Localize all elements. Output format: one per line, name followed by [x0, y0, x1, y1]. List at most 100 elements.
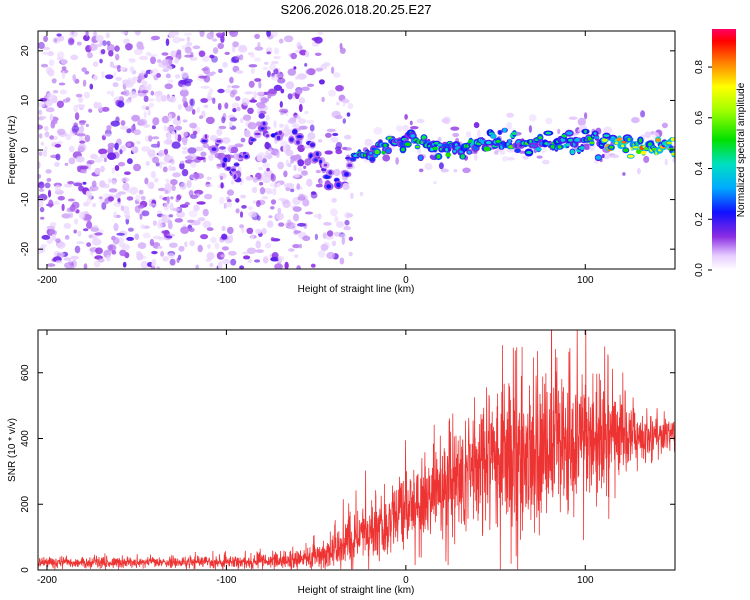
spectrogram-cell: [97, 258, 105, 263]
spectrogram-cell: [79, 140, 86, 144]
spectrogram-cell: [326, 230, 334, 237]
spectrogram-cell: [206, 32, 214, 40]
spectrogram-cell: [225, 201, 233, 208]
colorbar: 0.0 0.2 0.4 0.6 0.8 Normalized spectral ampl…: [694, 29, 747, 277]
spectrogram-cell: [197, 244, 203, 253]
spectrogram-cell: [63, 222, 72, 229]
spectrogram-cell: [258, 81, 262, 89]
spectrogram-cell: [231, 102, 240, 109]
spectrogram-cell: [174, 218, 183, 223]
snr-y-ticks: 0 200 400 600: [20, 364, 675, 573]
spectrogram-cell: [93, 224, 98, 228]
spectrogram-ridge-cell: [369, 157, 376, 162]
spectrogram-ridge-cell: [584, 129, 587, 134]
spectrogram-cell: [161, 115, 170, 124]
spectrogram-cell: [104, 197, 109, 205]
spectrogram-cell: [416, 118, 425, 124]
spectrogram-cell: [83, 263, 88, 269]
spectrogram-cell: [433, 181, 437, 185]
spectrogram-cell: [46, 225, 56, 230]
spectrogram-cell: [246, 247, 257, 255]
spectrogram-ridge-cell: [511, 131, 517, 136]
spectrogram-cell: [180, 182, 187, 190]
spectrogram-cell: [502, 156, 509, 162]
spectrogram-cell: [120, 120, 126, 126]
spectrogram-cell: [266, 220, 274, 228]
spectrogram-cell: [63, 257, 72, 261]
spectrogram-cell: [38, 188, 45, 192]
spectrogram-cell: [240, 194, 247, 199]
spectrogram-cell: [45, 107, 55, 113]
spectrogram-cell: [264, 155, 273, 159]
spectrogram-cell: [142, 232, 151, 239]
spectrogram-cell: [44, 126, 49, 131]
spectrogram-cell: [297, 222, 306, 227]
spectrogram-cell: [542, 159, 550, 165]
spectrogram-cell: [147, 149, 156, 157]
spectrogram-cell: [202, 208, 209, 217]
spectrogram-cell: [55, 260, 63, 264]
spectrogram-ridge-cell: [602, 138, 608, 143]
spectrogram-cell: [145, 161, 150, 166]
spectrogram-ridge-cell: [383, 143, 388, 148]
spectrogram-cell: [318, 213, 322, 221]
spectrogram-cell: [196, 106, 201, 113]
spectrogram-cell: [334, 215, 339, 223]
spectrogram-cell: [158, 149, 165, 157]
spectrogram-cell: [264, 141, 271, 150]
spectrogram-cell: [64, 162, 69, 166]
spectrogram-cell: [56, 100, 64, 109]
spectrogram-ridge-cell: [276, 135, 281, 141]
spectrogram-cell: [170, 179, 178, 186]
spectrogram-cell: [51, 78, 57, 84]
spectrogram-cell: [335, 141, 343, 150]
spectrogram-cell: [83, 228, 89, 232]
spectrogram-cell: [136, 253, 144, 261]
spectrogram-cell: [143, 95, 149, 103]
spectrogram-ridge-cell: [445, 152, 452, 158]
spectrogram-cell: [152, 117, 160, 126]
spectrogram-cell: [305, 50, 310, 58]
spectrogram-ridge-cell: [374, 149, 380, 155]
spectrogram-cell: [255, 200, 261, 208]
spectrogram-cell: [76, 41, 82, 46]
spectrogram-cell: [87, 159, 95, 165]
spectrogram-ridge-cell: [570, 149, 575, 155]
spectrogram-cell: [231, 89, 238, 95]
spectrogram-cell: [70, 255, 79, 260]
spectrogram-cell: [285, 81, 295, 90]
spectrogram-cell: [60, 59, 68, 65]
spectrogram-cell: [151, 136, 160, 140]
spectrogram-ridge-cell: [289, 137, 294, 142]
spectrogram-cell: [231, 85, 240, 89]
spectrogram-cell: [244, 129, 251, 138]
spectrogram-cell: [113, 201, 122, 207]
spectrogram-cell: [184, 46, 192, 54]
spectrogram-cell: [245, 176, 253, 181]
spectrogram-cell: [253, 179, 258, 183]
spectrogram-cell: [86, 242, 92, 247]
spectrogram-cell: [78, 211, 86, 220]
spectrogram-cell: [71, 125, 80, 133]
chart-title: S206.2026.018.20.25.E27: [280, 2, 431, 17]
spectrogram-cell: [255, 249, 264, 254]
spectrogram-cell: [342, 118, 346, 124]
spectrogram-cell: [292, 244, 300, 249]
spectrogram-cell: [271, 60, 279, 65]
spectrogram-cell: [190, 98, 195, 107]
spectrogram-ridge-cell: [250, 138, 255, 141]
spectrogram-cell: [107, 196, 114, 202]
spectrogram-cell: [52, 90, 59, 94]
snr-series-line: [38, 330, 675, 570]
spectrogram-cell: [107, 244, 117, 252]
spectrogram-cell: [622, 172, 626, 176]
spectrogram-cell: [250, 232, 255, 239]
spectrogram-cell: [239, 54, 244, 61]
spectrogram-cell: [177, 115, 181, 121]
spectrogram-ridge-cell: [638, 138, 642, 143]
spectrogram-cell: [198, 50, 206, 58]
spectrogram-cell: [318, 79, 325, 85]
spectrogram-cell: [224, 51, 230, 56]
spectrogram-cell: [324, 150, 333, 155]
spectrogram-cell: [200, 98, 209, 103]
